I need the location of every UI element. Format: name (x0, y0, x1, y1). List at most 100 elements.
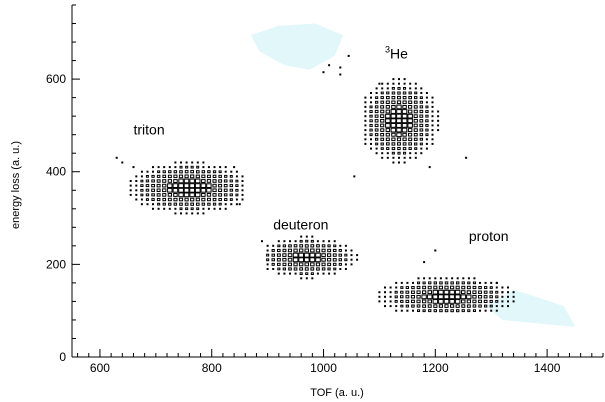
cell-triton (206, 193, 212, 197)
cell-helium-3 (414, 156, 417, 159)
highlight-region-upper-blob (250, 23, 344, 70)
cell-helium-3 (398, 78, 400, 81)
cell-proton (400, 286, 404, 289)
cell-triton (167, 179, 172, 183)
cell-deuteron (282, 257, 287, 262)
cell-triton (219, 207, 222, 210)
cell-triton (184, 170, 189, 174)
cell-helium-3 (364, 96, 367, 99)
cell-triton (202, 207, 205, 210)
cell-triton (151, 184, 155, 188)
cell-helium-3 (431, 105, 434, 108)
cell-proton (389, 300, 392, 303)
cell-helium-3 (425, 147, 428, 150)
cell-triton (173, 197, 178, 202)
cell-helium-3 (396, 127, 402, 133)
cell-triton (135, 193, 138, 196)
cell-proton (466, 285, 471, 290)
cell-deuteron (271, 249, 275, 252)
cell-deuteron (327, 253, 332, 257)
cell-proton (466, 304, 471, 308)
cell-helium-3 (402, 96, 407, 100)
cell-deuteron (304, 267, 309, 271)
cell-helium-3 (431, 110, 434, 113)
cell-helium-3 (391, 137, 396, 142)
cell-triton (201, 202, 206, 206)
cell-helium-3 (425, 110, 429, 113)
cell-helium-3 (408, 105, 413, 109)
cell-helium-3 (380, 109, 385, 114)
cell-triton (206, 179, 212, 183)
cell-helium-3 (419, 109, 424, 114)
cell-deuteron (282, 248, 287, 253)
cell-helium-3 (409, 152, 412, 155)
cell-scatter (233, 166, 236, 169)
cell-triton (235, 184, 239, 187)
cell-triton (218, 170, 222, 174)
cell-proton (422, 281, 426, 285)
cell-proton (512, 291, 515, 294)
cell-triton (179, 207, 183, 211)
cell-triton (190, 197, 195, 202)
cell-helium-3 (413, 100, 418, 104)
cell-deuteron (339, 268, 342, 270)
cell-helium-3 (414, 82, 417, 85)
cell-proton (478, 286, 482, 290)
cell-proton (472, 309, 476, 312)
cell-triton (129, 180, 132, 182)
cell-proton (417, 309, 421, 312)
cell-helium-3 (391, 100, 396, 105)
cell-deuteron (266, 268, 269, 270)
cell-triton (190, 170, 195, 174)
cell-deuteron (327, 267, 331, 271)
cell-triton (190, 165, 194, 169)
histogram-cells (115, 54, 515, 313)
cell-helium-3 (374, 133, 379, 137)
cell-proton (438, 285, 443, 290)
cell-helium-3 (403, 87, 407, 90)
cell-proton (507, 300, 509, 303)
cell-proton (405, 299, 410, 303)
cell-deuteron (338, 249, 342, 252)
cell-deuteron (321, 248, 326, 253)
cell-triton (212, 188, 217, 193)
cell-helium-3 (374, 128, 379, 132)
cell-proton (495, 295, 499, 299)
cell-deuteron (327, 262, 332, 267)
cell-proton (495, 290, 499, 294)
cell-helium-3 (431, 115, 434, 118)
cell-proton (462, 277, 465, 280)
cell-triton (201, 193, 206, 197)
x-tick-label: 600 (90, 361, 110, 375)
cell-proton (422, 285, 427, 290)
cell-triton (173, 170, 178, 174)
cell-helium-3 (414, 147, 418, 150)
cell-proton (405, 290, 410, 294)
cell-helium-3 (419, 114, 424, 118)
cell-proton (427, 299, 432, 304)
cell-deuteron (282, 267, 287, 271)
cell-helium-3 (403, 78, 406, 81)
cell-helium-3 (375, 87, 378, 90)
cell-triton (224, 174, 228, 178)
cell-scatter (434, 249, 437, 252)
cell-triton (184, 197, 189, 202)
cell-helium-3 (408, 137, 413, 142)
cell-proton (472, 294, 477, 299)
cell-triton (189, 187, 196, 193)
cell-deuteron (288, 267, 292, 271)
cell-helium-3 (431, 124, 434, 127)
cell-helium-3 (413, 105, 418, 109)
cell-deuteron (277, 240, 280, 243)
cell-triton (235, 198, 238, 201)
cell-helium-3 (370, 142, 372, 145)
cell-proton (422, 309, 426, 313)
cell-triton (163, 166, 166, 169)
cell-helium-3 (425, 138, 428, 141)
cell-triton (202, 212, 205, 215)
cell-proton (378, 295, 381, 298)
cell-triton (241, 180, 244, 182)
x-tick-label: 1000 (310, 361, 337, 375)
cell-helium-3 (413, 128, 418, 132)
cell-triton (207, 174, 211, 179)
